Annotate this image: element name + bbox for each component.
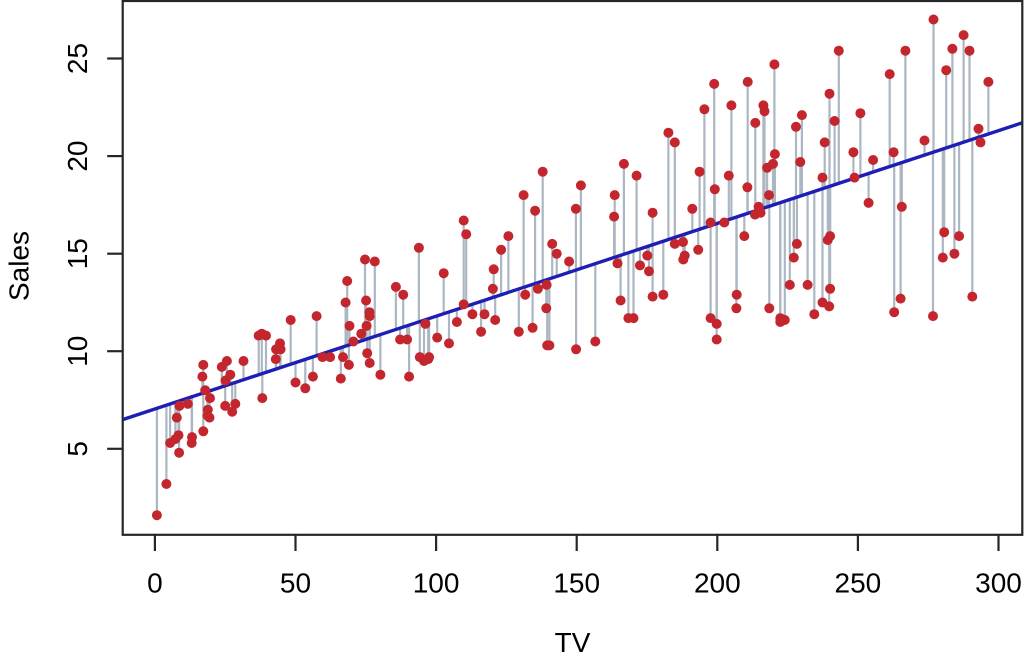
svg-text:20: 20 [62, 141, 93, 172]
svg-text:300: 300 [975, 568, 1022, 599]
svg-text:Sales: Sales [4, 231, 35, 301]
svg-text:25: 25 [62, 43, 93, 74]
svg-text:0: 0 [147, 568, 163, 599]
svg-text:150: 150 [553, 568, 600, 599]
svg-text:250: 250 [835, 568, 882, 599]
svg-text:200: 200 [694, 568, 741, 599]
svg-text:100: 100 [413, 568, 460, 599]
svg-text:5: 5 [62, 441, 93, 457]
svg-text:15: 15 [62, 238, 93, 269]
svg-text:10: 10 [62, 336, 93, 367]
svg-text:50: 50 [280, 568, 311, 599]
svg-text:TV: TV [555, 627, 591, 658]
